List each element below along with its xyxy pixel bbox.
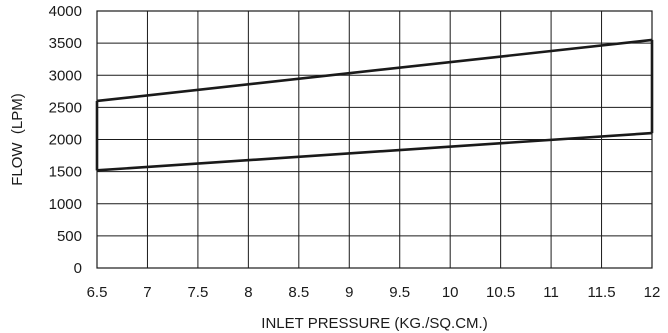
x-axis-title: INLET PRESSURE (KG./SQ.CM.) (261, 315, 487, 332)
x-tick-label: 10 (442, 284, 459, 301)
y-tick-label: 2000 (49, 132, 82, 149)
y-tick-labels: 0 500 1000 1500 2000 2500 3000 3500 4000 (49, 3, 82, 277)
y-tick-label: 1000 (49, 196, 82, 213)
x-tick-label: 12 (644, 284, 661, 301)
x-tick-label: 8.5 (288, 284, 309, 301)
x-tick-label: 10.5 (486, 284, 515, 301)
x-tick-label: 11 (543, 284, 559, 301)
x-tick-label: 7.5 (187, 284, 208, 301)
x-tick-label: 9 (345, 284, 353, 301)
flow-series-line-0 (96, 38, 653, 103)
y-tick-label: 3000 (49, 67, 82, 84)
flow-envelope (95, 38, 654, 172)
x-tick-label: 9.5 (389, 284, 410, 301)
x-tick-label: 6.5 (87, 284, 108, 301)
x-tick-labels: 6.5 7 7.5 8 8.5 9 9.5 10 10.5 11 11.5 12 (87, 284, 661, 301)
y-tick-label: 4000 (49, 3, 82, 20)
x-tick-label: 8 (244, 284, 252, 301)
plot-frame (96, 10, 653, 269)
y-axis-title: FLOW (LPM) (9, 93, 26, 186)
y-tick-label: 2500 (49, 99, 82, 116)
y-tick-label: 0 (74, 260, 82, 277)
y-tick-label: 3500 (49, 35, 82, 52)
y-tick-label: 500 (57, 228, 82, 245)
flow-series-line-1 (96, 131, 653, 172)
y-tick-label: 1500 (49, 164, 82, 181)
x-tick-label: 7 (143, 284, 151, 301)
x-tick-label: 11.5 (587, 284, 615, 301)
